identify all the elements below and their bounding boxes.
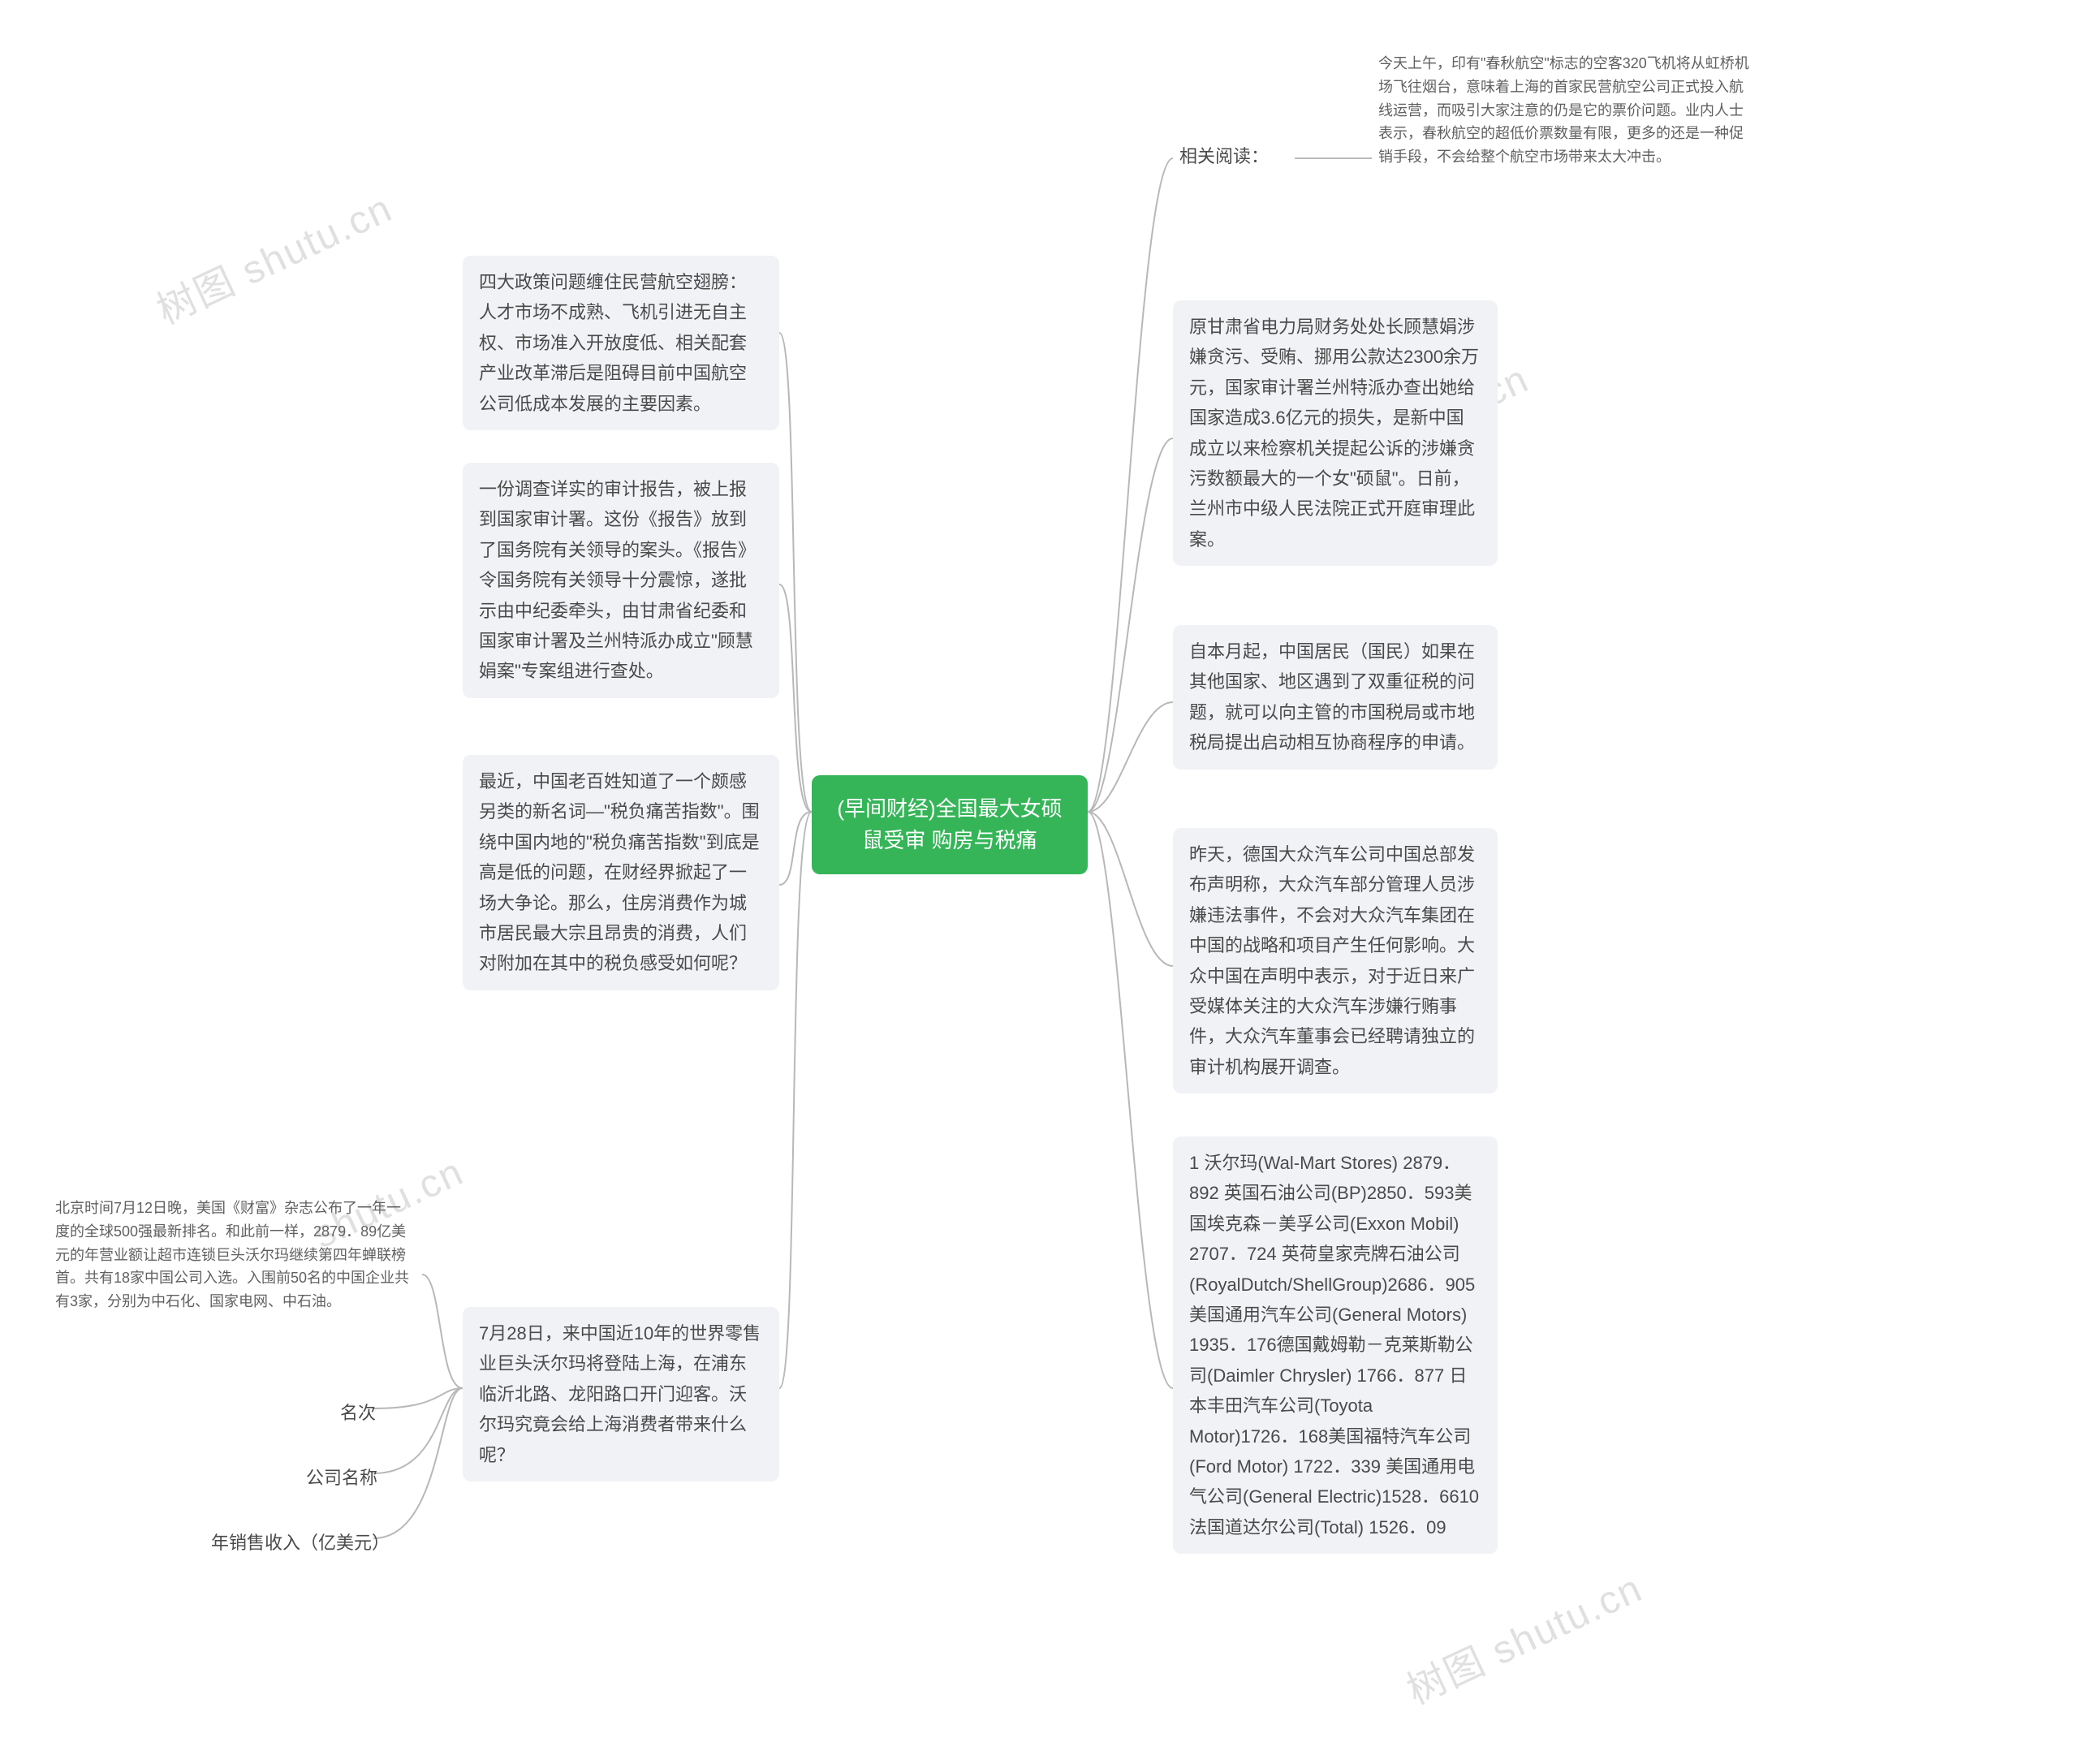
right-box-5[interactable]: 1 沃尔玛(Wal-Mart Stores) 2879．892 英国石油公司(B… — [1173, 1136, 1498, 1554]
connector-lines — [0, 0, 2078, 1764]
right-box-3[interactable]: 自本月起，中国居民（国民）如果在其他国家、地区遇到了双重征税的问题，就可以向主管… — [1173, 625, 1498, 770]
left-sub-item-2[interactable]: 公司名称 — [300, 1460, 384, 1496]
left-box-1[interactable]: 四大政策问题缠住民营航空翅膀：人才市场不成熟、飞机引进无自主权、市场准入开放度低… — [463, 256, 779, 430]
left-box-2[interactable]: 一份调查详实的审计报告，被上报到国家审计署。这份《报告》放到了国务院有关领导的案… — [463, 463, 779, 698]
right-box-4[interactable]: 昨天，德国大众汽车公司中国总部发布声明称，大众汽车部分管理人员涉嫌违法事件，不会… — [1173, 828, 1498, 1093]
left-box-3[interactable]: 最近，中国老百姓知道了一个颇感另类的新名词—"税负痛苦指数"。围绕中国内地的"税… — [463, 755, 779, 990]
related-reading-label[interactable]: 相关阅读： — [1173, 138, 1295, 175]
left-box-4[interactable]: 7月28日，来中国近10年的世界零售业巨头沃尔玛将登陆上海，在浦东临沂北路、龙阳… — [463, 1307, 779, 1482]
mindmap-root[interactable]: (早间财经)全国最大女硕 鼠受审 购房与税痛 — [812, 775, 1088, 874]
watermark: 树图 shutu.cn — [146, 176, 400, 335]
right-box-2[interactable]: 原甘肃省电力局财务处处长顾慧娟涉嫌贪污、受贿、挪用公款达2300余万元，国家审计… — [1173, 300, 1498, 566]
left-subheader: 北京时间7月12日晚，美国《财富》杂志公布了一年一度的全球500强最新排名。和此… — [49, 1193, 422, 1317]
watermark: 树图 shutu.cn — [1396, 1556, 1650, 1715]
left-sub-item-1[interactable]: 名次 — [334, 1395, 382, 1431]
related-reading-text: 今天上午，印有"春秋航空"标志的空客320飞机将从虹桥机场飞往烟台，意味着上海的… — [1372, 49, 1761, 172]
left-sub-item-3[interactable]: 年销售收入（亿美元） — [205, 1525, 396, 1561]
root-line1: (早间财经)全国最大女硕 — [837, 796, 1062, 821]
root-line2: 鼠受审 购房与税痛 — [862, 828, 1037, 852]
